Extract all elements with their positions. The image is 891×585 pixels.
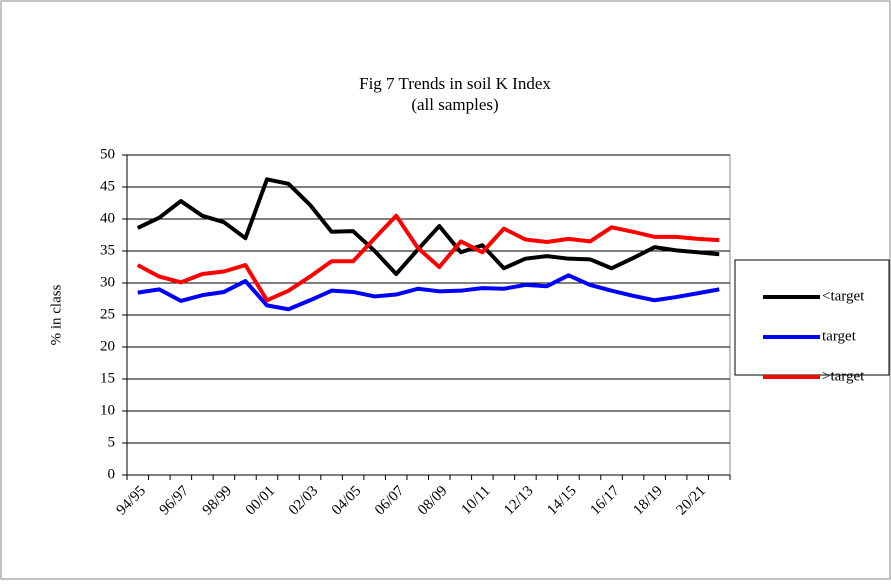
legend: [734, 259, 890, 376]
y-axis-label: % in class: [48, 284, 64, 345]
legend-label: target: [822, 328, 857, 344]
chart-title: Fig 7 Trends in soil K Index: [359, 74, 551, 93]
legend-label: >target: [822, 368, 865, 384]
series-line: [136, 177, 720, 277]
y-tick-label: 35: [100, 242, 115, 258]
y-tick-label: 10: [100, 402, 115, 418]
y-tick-label: 0: [108, 466, 116, 482]
y-tick-label: 40: [100, 210, 115, 226]
series-line: [137, 273, 720, 312]
y-tick-label: 50: [100, 146, 115, 162]
y-tick-label: 20: [100, 338, 115, 354]
y-tick-label: 30: [100, 274, 115, 290]
legend-label: <target: [822, 288, 865, 304]
y-tick-label: 25: [100, 306, 115, 322]
chart-subtitle: (all samples): [411, 95, 498, 114]
y-tick-label: 45: [100, 178, 115, 194]
y-tick-label: 5: [108, 434, 116, 450]
y-tick-label: 15: [100, 370, 115, 386]
series-line: [136, 213, 720, 303]
